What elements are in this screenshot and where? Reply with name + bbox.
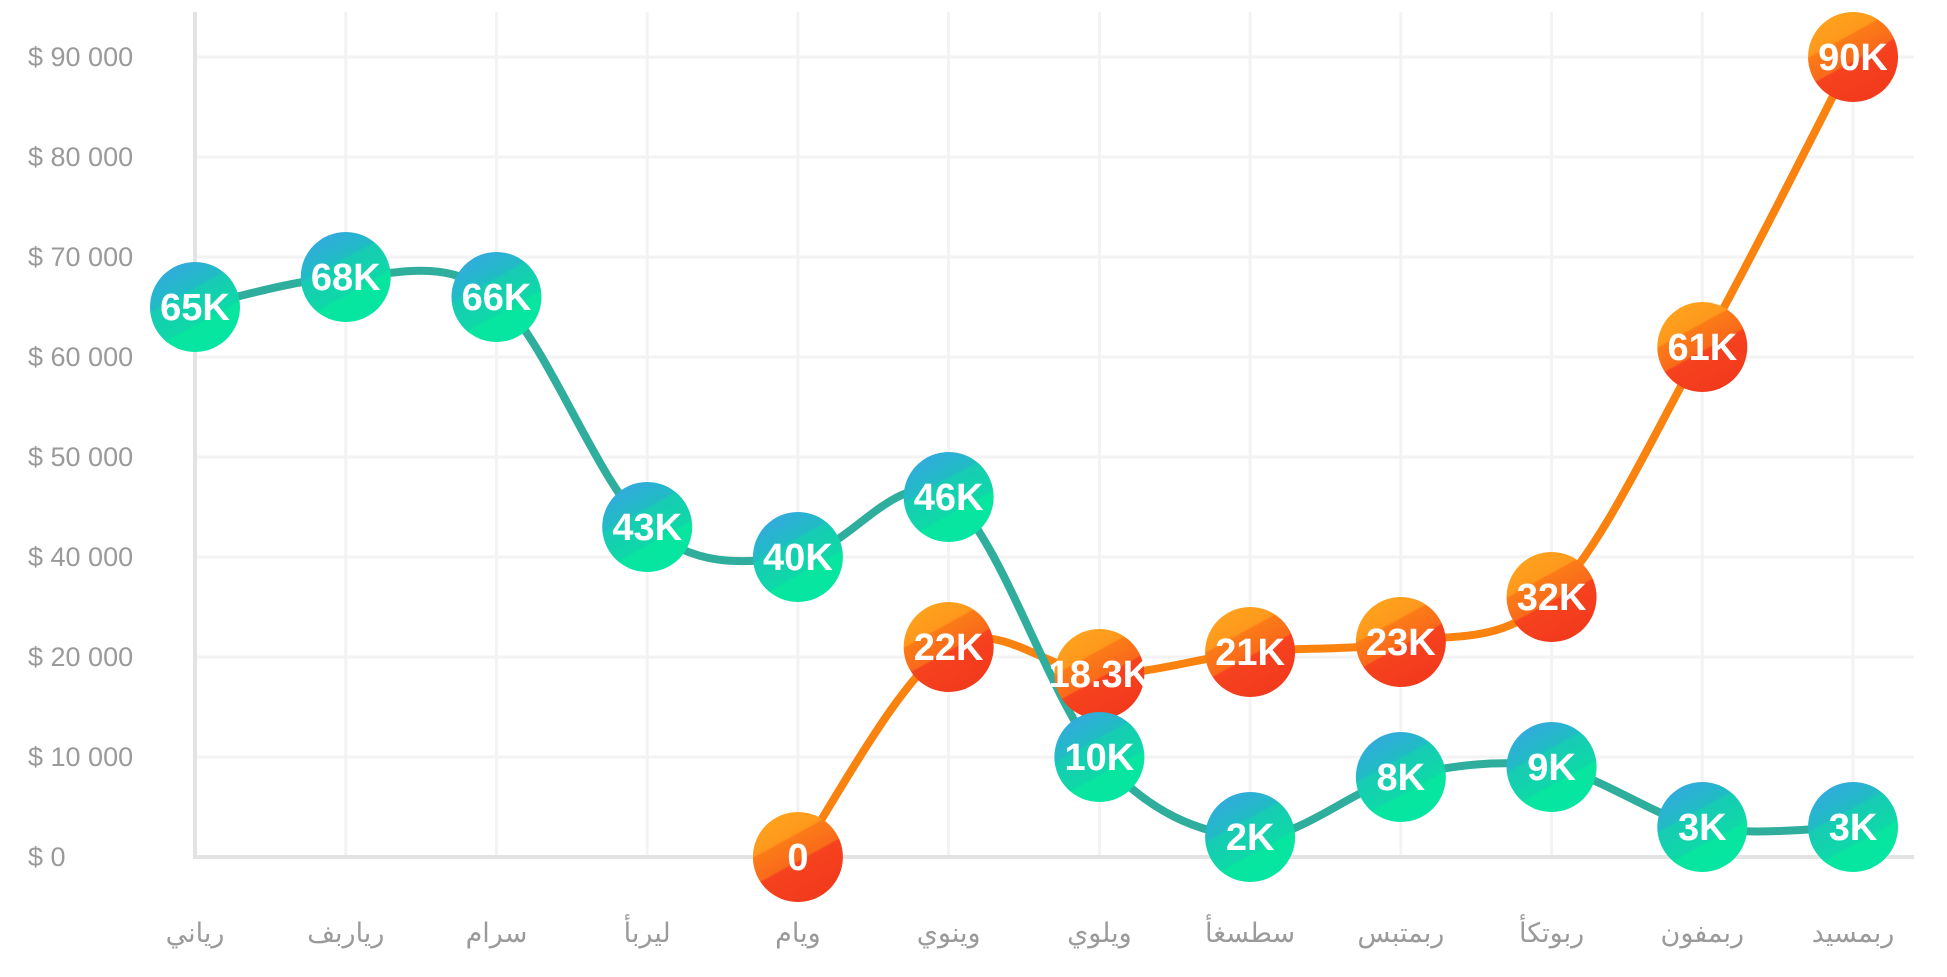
bubble-series-orange-11[interactable] [1808, 12, 1899, 102]
bubble-value-label: 0 [787, 837, 808, 879]
y-tick-label: $ 70 000 [28, 242, 133, 272]
y-tick-label: $ 0 [28, 842, 66, 872]
bubble-value-label: 18.3K [1049, 654, 1151, 696]
bubble-value-label: 22K [914, 627, 984, 669]
bubble-value-label: 66K [462, 277, 532, 319]
y-tick-label: $ 80 000 [28, 142, 133, 172]
x-tick-label: وينوي [917, 918, 981, 949]
bubble-series-orange-10[interactable] [1657, 302, 1748, 392]
bubble-value-label: 90K [1818, 37, 1888, 79]
bubble-value-label: 2K [1226, 817, 1275, 859]
bubble-value-label: 40K [763, 537, 833, 579]
axes [193, 12, 1914, 859]
x-tick-label: ليربأ [624, 913, 671, 949]
bubble-series-teal-4[interactable] [752, 512, 843, 602]
x-tick-label: ويام [775, 918, 821, 949]
bubble-value-label: 21K [1215, 632, 1285, 674]
series-teal-points: 65K 68K 66K 43K 40K 46K 10K 2K 8K 9K 3K 3K [150, 232, 1899, 882]
bubble-value-label: 9K [1527, 747, 1576, 789]
bubble-value-label: 23K [1366, 622, 1436, 664]
bubble-value-label: 3K [1678, 807, 1727, 849]
x-tick-label: ربمتبس [1357, 918, 1444, 949]
bubble-series-teal-1[interactable] [300, 232, 391, 322]
x-tick-label: ربمفون [1660, 918, 1744, 949]
bubble-value-label: 8K [1377, 757, 1426, 799]
bubble-value-label: 32K [1517, 577, 1587, 619]
bubble-series-orange-4[interactable] [752, 812, 843, 902]
bubble-series-teal-8[interactable] [1355, 732, 1446, 822]
bubble-series-teal-6[interactable] [1054, 712, 1145, 802]
bubble-value-label: 10K [1065, 737, 1135, 779]
y-tick-label: $ 50 000 [28, 442, 133, 472]
bubble-series-teal-3[interactable] [602, 482, 693, 572]
y-tick-label: $ 20 000 [28, 642, 133, 672]
bubble-series-teal-11[interactable] [1808, 782, 1899, 872]
x-tick-label: ربوتكأ [1519, 913, 1584, 949]
bubble-value-label: 68K [311, 257, 381, 299]
bubble-value-label: 46K [914, 477, 984, 519]
bubble-series-teal-5[interactable] [903, 452, 994, 542]
x-tick-label: ويلوي [1067, 918, 1132, 949]
bubble-value-label: 65K [160, 287, 230, 329]
y-tick-label: $ 90 000 [28, 42, 133, 72]
bubble-series-orange-7[interactable] [1205, 607, 1296, 697]
bubble-series-teal-0[interactable] [150, 262, 240, 352]
bubble-series-orange-9[interactable] [1506, 552, 1597, 642]
bubble-value-label: 61K [1667, 327, 1737, 369]
bubble-series-teal-9[interactable] [1506, 722, 1597, 812]
y-tick-label: $ 40 000 [28, 542, 133, 572]
y-tick-label: $ 60 000 [28, 342, 133, 372]
x-tick-label: سطسغأ [1205, 913, 1295, 949]
bubble-series-teal-7[interactable] [1205, 792, 1296, 882]
x-tick-label: ربمسيد [1812, 918, 1895, 949]
bubble-value-label: 3K [1829, 807, 1878, 849]
y-axis-labels: $ 90 000 $ 80 000 $ 70 000 $ 60 000 $ 50 000… [28, 42, 133, 872]
bubble-series-orange-5[interactable] [903, 602, 994, 692]
series-orange-points: 0 22K 18.3K 21K 23K 32K 61K 90K [752, 12, 1899, 902]
bubble-series-orange-6[interactable] [1054, 629, 1145, 719]
x-tick-label: رياني [166, 918, 225, 949]
bubble-series-teal-2[interactable] [451, 252, 542, 342]
x-tick-label: سرام [466, 918, 528, 949]
y-tick-label: $ 10 000 [28, 742, 133, 772]
bubble-series-orange-8[interactable] [1355, 597, 1446, 687]
bubble-series-teal-10[interactable] [1657, 782, 1748, 872]
x-axis-labels: رياني رياربف سرام ليربأ ويام وينوي ويلوي سطسغأ ر… [166, 913, 1895, 949]
x-tick-label: رياربف [307, 918, 384, 949]
bubble-value-label: 43K [612, 507, 682, 549]
